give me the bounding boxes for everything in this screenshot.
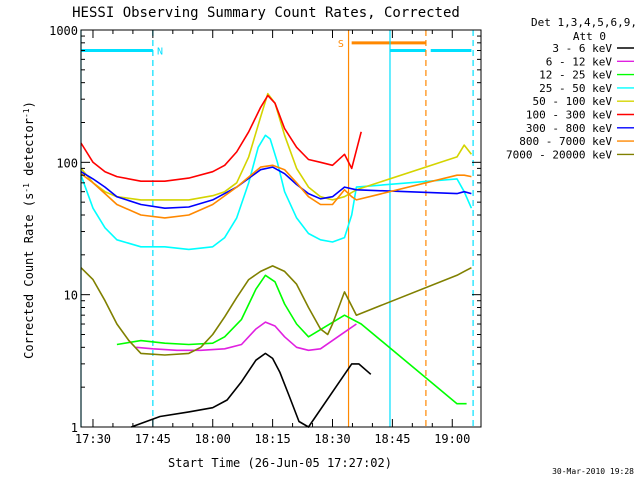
series-line-2 [136, 321, 357, 352]
x-axis-label: Start Time (26-Jun-05 17:27:02) [168, 456, 392, 470]
series-line-6 [80, 94, 362, 182]
legend-header-line-2: Att 0 [573, 30, 606, 43]
legend-label-6: 100 - 300 keV [526, 109, 612, 122]
y-ticks: 1 10 100 1000 [49, 24, 481, 435]
x-tick-label-2: 18:00 [195, 432, 231, 446]
chart-title: HESSI Observing Summary Count Rates, Cor… [72, 5, 460, 21]
series-line-3 [116, 274, 467, 405]
x-tick-label-0: 17:30 [75, 432, 111, 446]
legend-label-7: 300 - 800 keV [526, 122, 612, 135]
y-tick-label-2: 100 [56, 156, 78, 170]
series-layer [80, 92, 473, 428]
series-line-8 [80, 164, 472, 219]
series-line-4 [80, 134, 473, 251]
plot-frame [80, 29, 482, 428]
legend-label-1: 3 - 6 keV [552, 42, 612, 55]
x-tick-label-6: 19:00 [434, 432, 470, 446]
legend-label-5: 50 - 100 keV [533, 95, 613, 108]
series-line-7 [80, 166, 472, 209]
series-line-1 [131, 352, 372, 428]
series-line-5 [80, 92, 473, 201]
series-line-9 [80, 265, 472, 356]
axes [80, 29, 482, 428]
x-tick-label-1: 17:45 [135, 432, 171, 446]
timestamp: 30-Mar-2010 19:28 [552, 467, 634, 476]
y-tick-label-1: 10 [64, 289, 78, 303]
x-tick-label-4: 18:30 [314, 432, 350, 446]
y-tick-label-3: 1000 [49, 24, 78, 38]
legend-label-3: 12 - 25 keV [539, 69, 612, 82]
state-bar-label-s: S [338, 39, 344, 50]
y-axis-label: Corrected Count Rate (s-1 detector-1) [22, 101, 37, 359]
state-bar-label-n: N [157, 46, 163, 57]
x-tick-label-5: 18:45 [374, 432, 410, 446]
legend-label-9: 7000 - 20000 keV [506, 148, 612, 161]
y-tick-label-0: 1 [71, 421, 78, 435]
x-tick-label-3: 18:15 [255, 432, 291, 446]
legend-label-2: 6 - 12 keV [546, 55, 613, 68]
legend-label-4: 25 - 50 keV [539, 82, 612, 95]
legend-header-line-1: Det 1,3,4,5,6,9, [531, 16, 637, 29]
x-ticks: 17:30 17:45 18:00 18:15 18:30 18:45 19:00 [75, 30, 470, 446]
legend-label-8: 800 - 7000 keV [519, 135, 612, 148]
